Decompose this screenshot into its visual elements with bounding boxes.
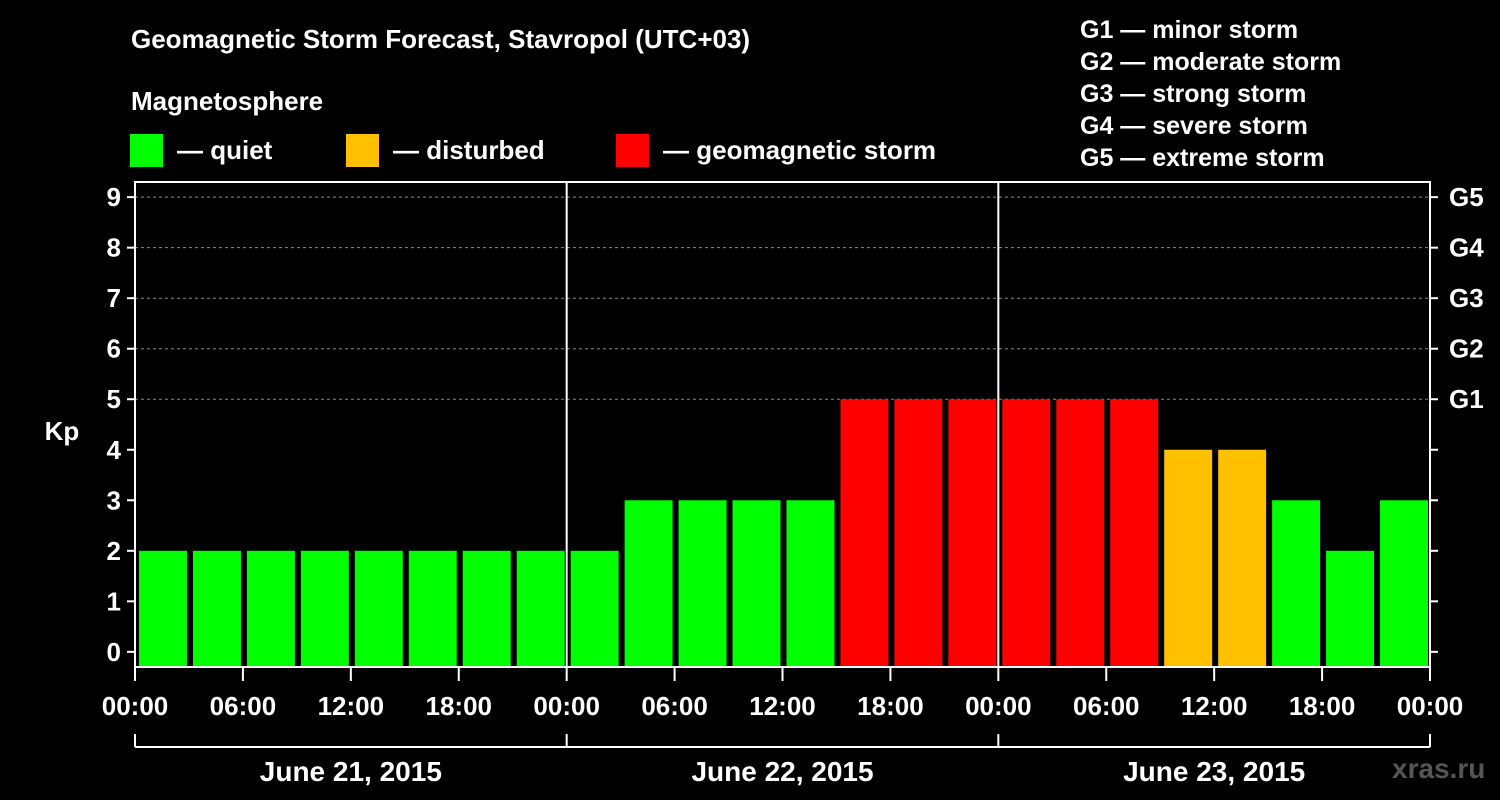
g-axis-label: G2 [1449,334,1484,364]
legend-item-storm: — geomagnetic storm [616,133,936,167]
x-tick-label: 00:00 [965,691,1032,721]
y-tick-label: 9 [107,182,121,212]
g-axis-label: G4 [1449,233,1484,263]
x-tick-label: 18:00 [426,691,493,721]
x-tick-label: 12:00 [318,691,385,721]
g-scale-g1: G1 — minor storm [1080,16,1299,44]
kp-bar [1380,500,1428,667]
y-tick-label: 7 [107,283,121,313]
kp-bar [354,550,403,667]
kp-bar [1056,399,1105,667]
legend-swatch-disturbed [346,133,379,167]
kp-bar [300,550,349,667]
day-label: June 21, 2015 [260,756,442,787]
legend-label-storm: — geomagnetic storm [663,134,937,165]
kp-bar [894,399,943,667]
watermark: xras.ru [1392,753,1486,784]
x-tick-label: 06:00 [1073,691,1140,721]
g-axis-label: G1 [1449,384,1484,414]
kp-bar [786,500,835,667]
kp-bar [840,399,889,667]
kp-bar [246,550,295,667]
g-scale-legend: G1 — minor storm G2 — moderate storm G3 … [1080,14,1341,174]
magnetosphere-heading: Magnetosphere [131,86,324,116]
legend-label-quiet: — quiet [177,134,273,165]
day-label: June 22, 2015 [691,756,873,787]
legend-item-quiet: — quiet [130,133,272,167]
kp-bar [1002,399,1051,667]
x-tick-label: 18:00 [1289,691,1356,721]
y-tick-label: 3 [107,485,121,515]
y-tick-label: 6 [107,334,121,364]
kp-bar [192,550,241,667]
kp-bar [948,399,997,667]
y-tick-label: 8 [107,233,121,263]
x-tick-label: 12:00 [749,691,816,721]
g-scale-g3: G3 — strong storm [1080,80,1307,108]
legend-item-disturbed: — disturbed [346,133,545,167]
legend-swatch-quiet [130,133,163,167]
g-scale-g5: G5 — extreme storm [1080,144,1325,172]
kp-bar [678,500,727,667]
kp-bar [624,500,673,667]
kp-bar [1218,449,1267,667]
g-axis-label: G3 [1449,283,1484,313]
g-scale-g2: G2 — moderate storm [1080,48,1342,76]
kp-bar [570,550,619,667]
x-tick-label: 00:00 [533,691,600,721]
kp-bar [516,550,565,667]
y-tick-label: 5 [107,384,121,414]
x-tick-label: 00:00 [102,691,169,721]
kp-bar [408,550,457,667]
x-tick-label: 00:00 [1397,691,1464,721]
x-tick-label: 18:00 [857,691,924,721]
y-tick-label: 4 [107,435,122,465]
g-axis-label: G5 [1449,182,1484,212]
x-tick-label: 12:00 [1181,691,1248,721]
kp-bar [139,550,187,667]
kp-bar [732,500,781,667]
kp-bar [1326,550,1375,667]
kp-bar [1110,399,1159,667]
y-axis-label: Kp [45,416,80,446]
y-tick-label: 1 [107,586,121,616]
kp-bar [1164,449,1213,667]
g-scale-g4: G4 — severe storm [1080,112,1308,140]
day-label: June 23, 2015 [1123,756,1305,787]
chart-title: Geomagnetic Storm Forecast, Stavropol (U… [131,24,751,54]
x-tick-label: 06:00 [210,691,277,721]
y-tick-label: 2 [107,536,121,566]
y-tick-label: 0 [107,637,121,667]
kp-bar [1272,500,1321,667]
kp-bar [462,550,511,667]
x-tick-label: 06:00 [641,691,708,721]
legend-label-disturbed: — disturbed [393,134,545,165]
legend-swatch-storm [616,133,649,167]
